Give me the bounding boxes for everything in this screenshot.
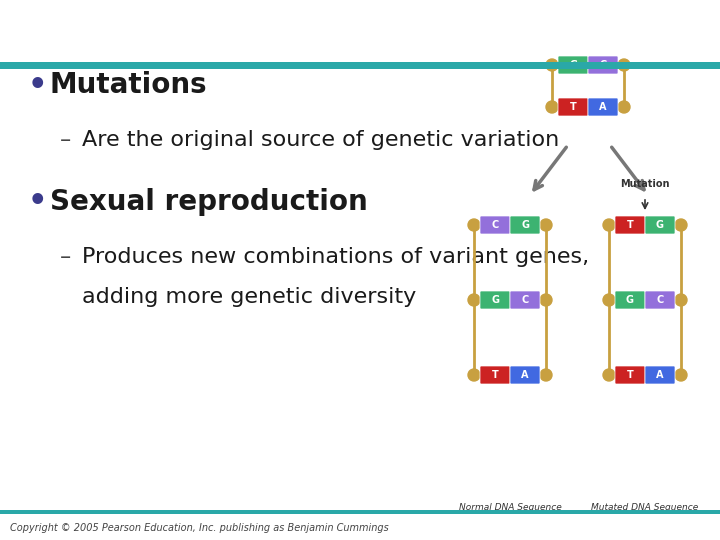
FancyBboxPatch shape — [645, 216, 675, 234]
Text: T: T — [570, 102, 577, 112]
Text: –: – — [60, 130, 71, 150]
Text: G: G — [569, 60, 577, 70]
Text: Normal DNA Sequence: Normal DNA Sequence — [459, 503, 562, 512]
Circle shape — [675, 369, 687, 381]
Text: G: G — [626, 295, 634, 305]
Circle shape — [546, 59, 558, 71]
FancyBboxPatch shape — [615, 291, 645, 309]
Text: Mutations: Mutations — [50, 71, 207, 99]
Text: T: T — [626, 220, 634, 230]
FancyBboxPatch shape — [645, 366, 675, 384]
Text: G: G — [521, 220, 529, 230]
Text: G: G — [656, 220, 664, 230]
Circle shape — [603, 369, 615, 381]
FancyBboxPatch shape — [510, 366, 540, 384]
Text: adding more genetic diversity: adding more genetic diversity — [82, 287, 416, 307]
Text: A: A — [599, 102, 607, 112]
FancyBboxPatch shape — [480, 366, 510, 384]
Circle shape — [675, 294, 687, 306]
Circle shape — [540, 369, 552, 381]
Bar — [0, 510, 720, 514]
Circle shape — [603, 294, 615, 306]
Circle shape — [675, 219, 687, 231]
Text: Mutation: Mutation — [620, 179, 670, 189]
Text: •: • — [28, 71, 48, 99]
Text: T: T — [492, 370, 498, 380]
Text: Copyright © 2005 Pearson Education, Inc. publishing as Benjamin Cummings: Copyright © 2005 Pearson Education, Inc.… — [10, 523, 389, 533]
Text: Are the original source of genetic variation: Are the original source of genetic varia… — [82, 130, 559, 150]
Circle shape — [603, 219, 615, 231]
Text: Mutated DNA Sequence: Mutated DNA Sequence — [591, 503, 698, 512]
FancyBboxPatch shape — [615, 366, 645, 384]
Text: T: T — [626, 370, 634, 380]
Circle shape — [468, 219, 480, 231]
Circle shape — [468, 369, 480, 381]
Text: •: • — [28, 187, 48, 217]
Circle shape — [618, 59, 630, 71]
Text: C: C — [491, 220, 499, 230]
Circle shape — [546, 101, 558, 113]
FancyBboxPatch shape — [615, 216, 645, 234]
Circle shape — [618, 101, 630, 113]
FancyBboxPatch shape — [558, 98, 588, 116]
FancyBboxPatch shape — [588, 98, 618, 116]
Text: C: C — [599, 60, 607, 70]
FancyBboxPatch shape — [480, 291, 510, 309]
FancyBboxPatch shape — [588, 56, 618, 74]
FancyBboxPatch shape — [510, 216, 540, 234]
Text: Produces new combinations of variant genes,: Produces new combinations of variant gen… — [82, 247, 589, 267]
FancyBboxPatch shape — [480, 216, 510, 234]
Text: C: C — [657, 295, 664, 305]
Text: A: A — [521, 370, 528, 380]
Text: C: C — [521, 295, 528, 305]
Bar — [0, 62, 720, 69]
FancyBboxPatch shape — [645, 291, 675, 309]
Text: G: G — [491, 295, 499, 305]
Circle shape — [468, 294, 480, 306]
FancyBboxPatch shape — [510, 291, 540, 309]
FancyBboxPatch shape — [558, 56, 588, 74]
Circle shape — [540, 294, 552, 306]
Text: Sexual reproduction: Sexual reproduction — [50, 188, 368, 216]
Circle shape — [540, 219, 552, 231]
Text: A: A — [656, 370, 664, 380]
Text: –: – — [60, 247, 71, 267]
